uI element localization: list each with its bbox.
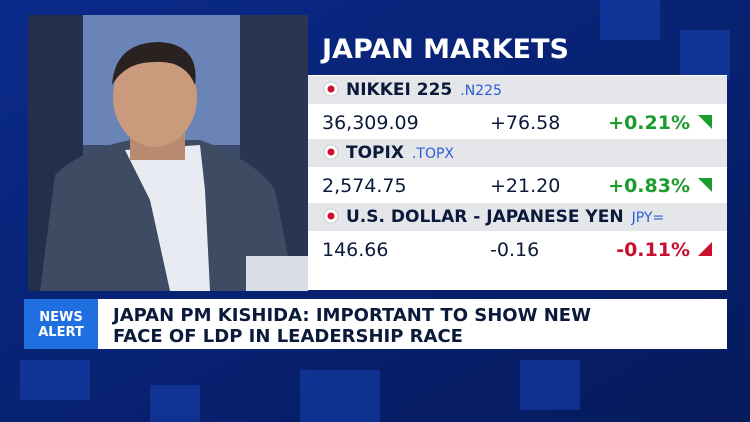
headline: JAPAN PM KISHIDA: IMPORTANT TO SHOW NEW [111, 305, 591, 326]
alert-label: ALERT [38, 325, 84, 340]
price: 146.66 [322, 239, 388, 261]
change: +21.20 [490, 175, 560, 197]
panel-title: JAPAN MARKETS [320, 34, 569, 65]
price: 2,574.75 [322, 175, 407, 197]
headline: FACE OF LDP IN LEADERSHIP RACE [113, 326, 463, 347]
flag-dot [327, 85, 335, 93]
panel [308, 75, 727, 290]
percent: +0.83% [608, 175, 690, 197]
percent: +0.21% [608, 112, 690, 134]
market-name: U.S. DOLLAR - JAPANESE YEN [346, 207, 624, 227]
ticker: .N225 [460, 83, 502, 99]
alert-label-box [24, 299, 98, 349]
direction-arrow [698, 178, 712, 192]
direction-arrow [698, 242, 712, 256]
market-name: NIKKEI 225 [346, 80, 452, 100]
video [28, 15, 308, 291]
change: +76.58 [490, 112, 560, 134]
bg-tiles [20, 0, 730, 422]
ticker: JPY= [631, 210, 665, 226]
flag-dot [327, 148, 335, 156]
change: -0.16 [490, 239, 539, 261]
direction-arrow [698, 115, 712, 129]
row-header [308, 76, 727, 104]
flag-dot [327, 212, 335, 220]
percent: -0.11% [616, 239, 690, 261]
row-header [308, 203, 727, 231]
market-name: TOPIX [346, 143, 404, 163]
alert-bar [98, 299, 727, 349]
row-header [308, 139, 727, 167]
ticker: .TOPX [412, 146, 454, 162]
alert-label: NEWS [39, 310, 82, 325]
price: 36,309.09 [322, 112, 419, 134]
